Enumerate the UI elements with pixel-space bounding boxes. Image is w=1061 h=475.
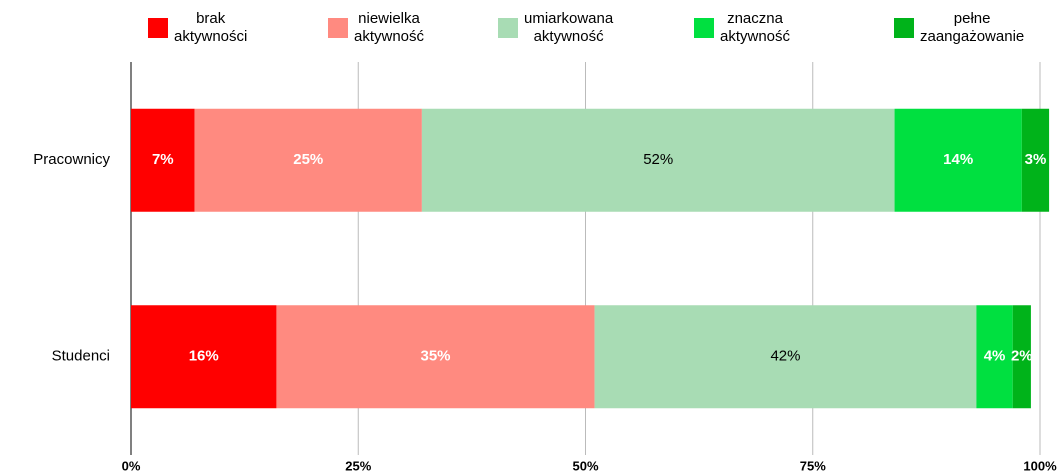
data-label: 42%: [770, 348, 800, 365]
legend-swatch: [694, 18, 714, 38]
x-tick-label: 75%: [800, 458, 826, 473]
bar-segment: [594, 305, 977, 409]
x-tick-label: 100%: [1023, 458, 1057, 473]
bar-segment: [131, 305, 277, 409]
legend-item: pełne zaangażowanie: [894, 10, 1024, 46]
data-label: 14%: [943, 151, 973, 168]
legend-label: pełne zaangażowanie: [920, 10, 1025, 45]
legend-swatch: [148, 18, 168, 38]
bar-segment: [1021, 108, 1050, 212]
y-tick-label: Studenci: [52, 348, 110, 365]
x-tick-label: 0%: [122, 458, 141, 473]
legend-swatch: [894, 18, 914, 38]
y-tick-label: Pracownicy: [33, 151, 110, 168]
legend-item: niewielka aktywność: [328, 10, 424, 46]
legend-item: brak aktywności: [148, 10, 247, 46]
data-label: 25%: [293, 151, 323, 168]
data-label: 7%: [152, 151, 174, 168]
bar-segment: [421, 108, 895, 212]
legend-item: umiarkowana aktywność: [498, 10, 613, 46]
data-label: 3%: [1025, 151, 1047, 168]
data-label: 16%: [189, 348, 219, 365]
legend-label: niewielka aktywność: [354, 10, 425, 45]
legend-label: znaczna aktywność: [720, 10, 791, 45]
x-tick-label: 50%: [572, 458, 598, 473]
bar-segment: [894, 108, 1022, 212]
bar-segment: [131, 108, 195, 212]
legend-label: brak aktywności: [174, 10, 248, 45]
data-label: 2%: [1011, 348, 1033, 365]
legend-label: umiarkowana aktywność: [524, 10, 614, 45]
bar-segment: [1012, 305, 1031, 409]
bar-segment: [976, 305, 1013, 409]
data-label: 35%: [420, 348, 450, 365]
bar-segment: [194, 108, 422, 212]
x-tick-label: 25%: [345, 458, 371, 473]
legend-swatch: [328, 18, 348, 38]
data-label: 4%: [984, 348, 1006, 365]
bar-segment: [276, 305, 595, 409]
legend-item: znaczna aktywność: [694, 10, 790, 46]
legend-swatch: [498, 18, 518, 38]
data-label: 52%: [643, 151, 673, 168]
